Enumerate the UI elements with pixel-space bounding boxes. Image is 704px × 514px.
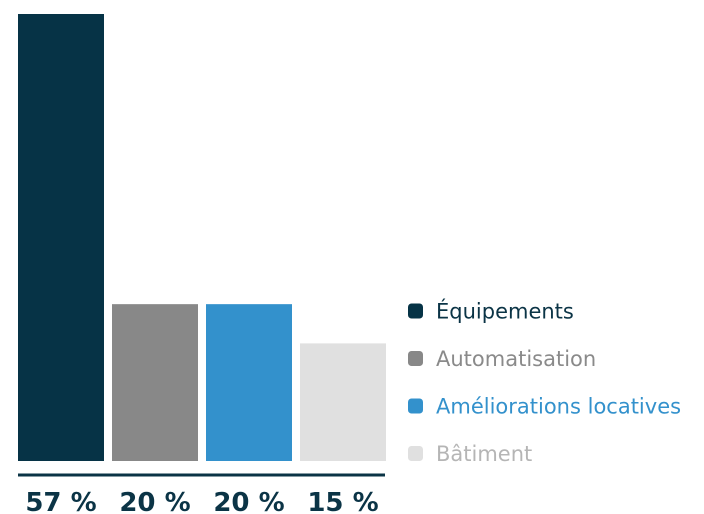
bar-1 xyxy=(18,14,104,461)
value-label-3: 20 % xyxy=(213,488,284,514)
bar-3 xyxy=(206,304,292,461)
value-label-4: 15 % xyxy=(307,488,378,514)
bar-2 xyxy=(112,304,198,461)
legend-label-4: Bâtiment xyxy=(436,442,532,466)
legend-swatch-3 xyxy=(408,398,423,414)
legend-swatch-1 xyxy=(408,303,423,319)
legend-label-1: Équipements xyxy=(436,299,574,324)
bar-4 xyxy=(300,343,386,461)
bars-group xyxy=(18,14,386,461)
value-labels-group: 57 % 20 % 20 % 15 % xyxy=(25,488,378,514)
legend-label-3: Améliorations locatives xyxy=(436,395,681,419)
legend-swatch-4 xyxy=(408,446,423,461)
legend: Équipements Automatisation Améliorations l… xyxy=(408,299,681,466)
value-label-1: 57 % xyxy=(25,488,96,514)
legend-swatch-2 xyxy=(408,351,423,366)
value-label-2: 20 % xyxy=(119,488,190,514)
legend-label-2: Automatisation xyxy=(436,347,596,371)
